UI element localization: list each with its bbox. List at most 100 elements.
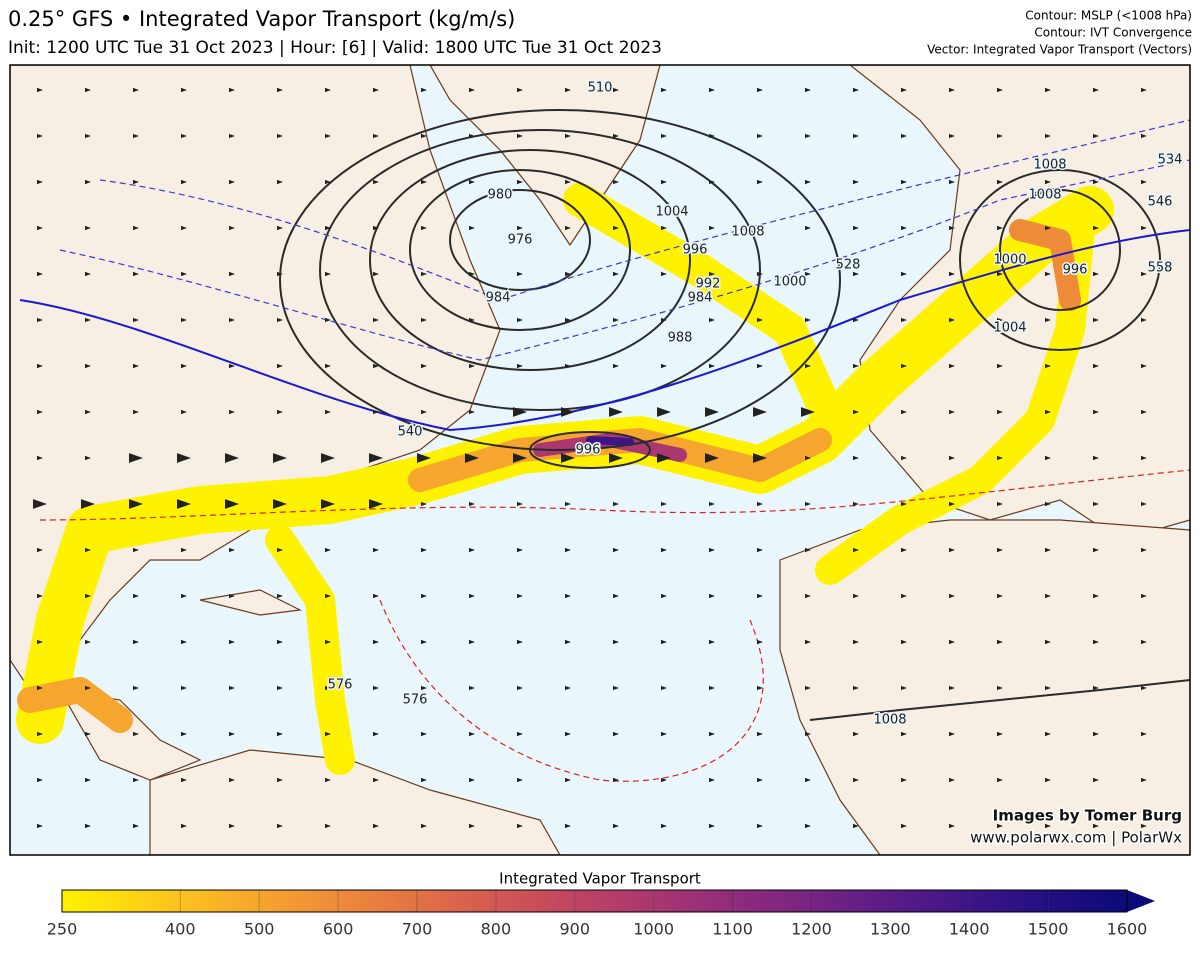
vector-arrow — [949, 823, 955, 829]
vector-arrow — [421, 87, 427, 93]
vector-arrow — [757, 363, 763, 369]
vector-arrow — [613, 777, 619, 783]
vector-arrow — [133, 823, 139, 829]
vector-arrow — [613, 225, 619, 231]
vector-arrow — [805, 271, 811, 277]
vector-arrow — [469, 777, 475, 783]
vector-arrow — [133, 731, 139, 737]
vector-arrow — [181, 133, 187, 139]
vector-arrow — [1045, 685, 1051, 691]
contour-label: 534 — [1158, 153, 1183, 168]
vector-arrow — [661, 363, 667, 369]
vector-arrow — [949, 409, 955, 415]
vector-arrow — [181, 409, 187, 415]
vector-arrow — [853, 823, 859, 829]
vector-arrow — [325, 271, 331, 277]
vector-arrow — [421, 593, 427, 599]
vector-arrow — [853, 685, 859, 691]
vector-arrow — [1093, 133, 1099, 139]
vector-arrow — [853, 179, 859, 185]
vector-arrow — [709, 639, 715, 645]
vector-arrow — [85, 317, 91, 323]
vector-arrow — [757, 87, 763, 93]
vector-arrow — [901, 179, 907, 185]
vector-arrow — [1093, 271, 1099, 277]
vector-arrow — [277, 87, 283, 93]
vector-arrow — [373, 225, 379, 231]
colorbar-extension — [1127, 890, 1155, 912]
vector-arrow — [997, 271, 1003, 277]
vector-arrow — [901, 455, 907, 461]
contour-label: 984 — [688, 291, 713, 306]
vector-arrow — [853, 363, 859, 369]
contour-label: 976 — [508, 233, 533, 248]
contour-label: 992 — [696, 277, 721, 292]
vector-arrow — [757, 823, 763, 829]
vector-arrow — [469, 179, 475, 185]
vector-arrow — [181, 271, 187, 277]
vector-arrow — [469, 271, 475, 277]
colorbar-segment — [732, 890, 812, 912]
contour-label: 576 — [403, 693, 428, 708]
vector-arrow — [1045, 133, 1051, 139]
vector-arrow — [421, 409, 427, 415]
vector-arrow — [325, 547, 331, 553]
vector-arrow — [853, 455, 859, 461]
vector-arrow — [517, 363, 523, 369]
vector-arrow — [325, 317, 331, 323]
vector-arrow — [1045, 823, 1051, 829]
colorbar: 250 400 500 600 700 800 900 1000 1100 1200 1300 140… — [47, 889, 1155, 939]
vector-arrow — [421, 777, 427, 783]
vector-arrow — [421, 547, 427, 553]
ivt-vectors — [33, 87, 1147, 829]
contour-label: 558 — [1148, 261, 1173, 276]
colorbar-segment — [180, 890, 260, 912]
map: 510 1008 534 546 528 1004 1008 996 1000 992 980 976… — [10, 65, 1190, 855]
colorbar-segment — [653, 890, 733, 912]
vector-arrow — [1045, 87, 1051, 93]
colorbar-segment — [259, 890, 339, 912]
credit: www.polarwx.com | PolarWx — [970, 829, 1182, 847]
vector-arrow — [229, 639, 235, 645]
vector-arrow — [85, 593, 91, 599]
vector-arrow — [1093, 685, 1099, 691]
vector-arrow — [277, 317, 283, 323]
vector-arrow — [757, 685, 763, 691]
vector-arrow — [277, 731, 283, 737]
vector-arrow — [469, 593, 475, 599]
vector-arrow — [85, 547, 91, 553]
vector-arrow — [565, 363, 571, 369]
vector-arrow — [421, 639, 427, 645]
vector-arrow — [181, 593, 187, 599]
vector-arrow — [997, 547, 1003, 553]
vector-arrow — [181, 685, 187, 691]
contour-label: 1000 — [773, 275, 806, 290]
vector-arrow — [853, 409, 859, 415]
contour-label: 996 — [576, 443, 601, 458]
vector-arrow — [1045, 777, 1051, 783]
colorbar-tick-label: 1100 — [712, 920, 753, 939]
vector-arrow — [709, 731, 715, 737]
vector-arrow — [177, 453, 191, 463]
vector-arrow — [1141, 547, 1147, 553]
vector-arrow — [949, 363, 955, 369]
vector-arrow — [133, 547, 139, 553]
vector-arrow — [517, 823, 523, 829]
vector-arrow — [325, 87, 331, 93]
vector-arrow — [469, 133, 475, 139]
vector-arrow — [1093, 547, 1099, 553]
vector-arrow — [613, 179, 619, 185]
colorbar-segment — [62, 890, 181, 912]
vector-arrow — [421, 363, 427, 369]
vector-arrow — [661, 87, 667, 93]
vector-arrow — [805, 225, 811, 231]
colorbar-segment — [969, 890, 1049, 912]
vector-arrow — [37, 685, 43, 691]
contour-label: 1008 — [873, 713, 906, 728]
vector-arrow — [901, 409, 907, 415]
vector-arrow — [901, 593, 907, 599]
vector-arrow — [229, 271, 235, 277]
vector-arrow — [85, 455, 91, 461]
vector-arrow — [805, 547, 811, 553]
vector-arrow — [657, 453, 671, 463]
